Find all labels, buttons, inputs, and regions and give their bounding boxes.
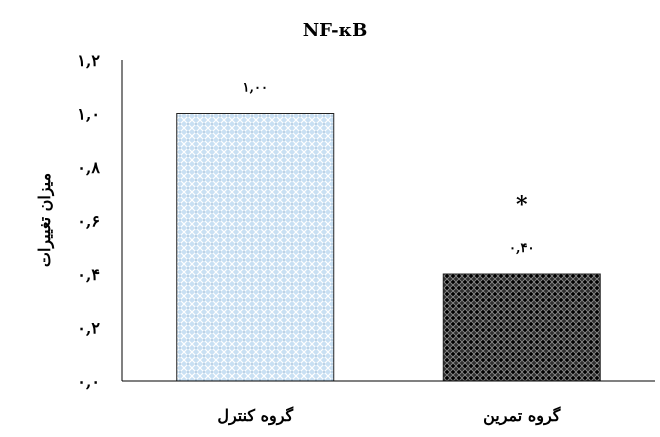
y-tick-label: ۰,۶ xyxy=(77,212,100,231)
data-label: ۰,۴۰ xyxy=(509,241,534,256)
chart-title: NF-κB xyxy=(303,20,368,41)
significance-marker: * xyxy=(516,192,528,218)
y-tick-label: ۱,۰ xyxy=(77,105,100,124)
y-axis-ticks: ۰,۰ ۰,۲ ۰,۴ ۰,۶ ۰,۸ ۱,۰ ۱,۲ xyxy=(77,51,100,391)
data-label: ۱,۰۰ xyxy=(243,81,268,96)
y-tick-label: ۰,۲ xyxy=(77,319,100,338)
bars xyxy=(176,113,601,382)
category-label: گروه تمرین xyxy=(483,406,561,426)
bar xyxy=(442,273,601,382)
y-axis-label: میزان تغییرات xyxy=(35,173,55,267)
y-tick-label: ۰,۰ xyxy=(77,372,100,391)
data-labels: ۱,۰۰ ۰,۴۰ * xyxy=(243,81,535,257)
category-labels: گروه کنترل گروه تمرین xyxy=(217,406,560,426)
y-tick-label: ۱,۲ xyxy=(77,51,100,70)
y-tick-label: ۰,۴ xyxy=(77,265,100,284)
bar xyxy=(176,113,335,382)
y-tick-label: ۰,۸ xyxy=(77,158,100,177)
category-label: گروه کنترل xyxy=(217,406,293,426)
